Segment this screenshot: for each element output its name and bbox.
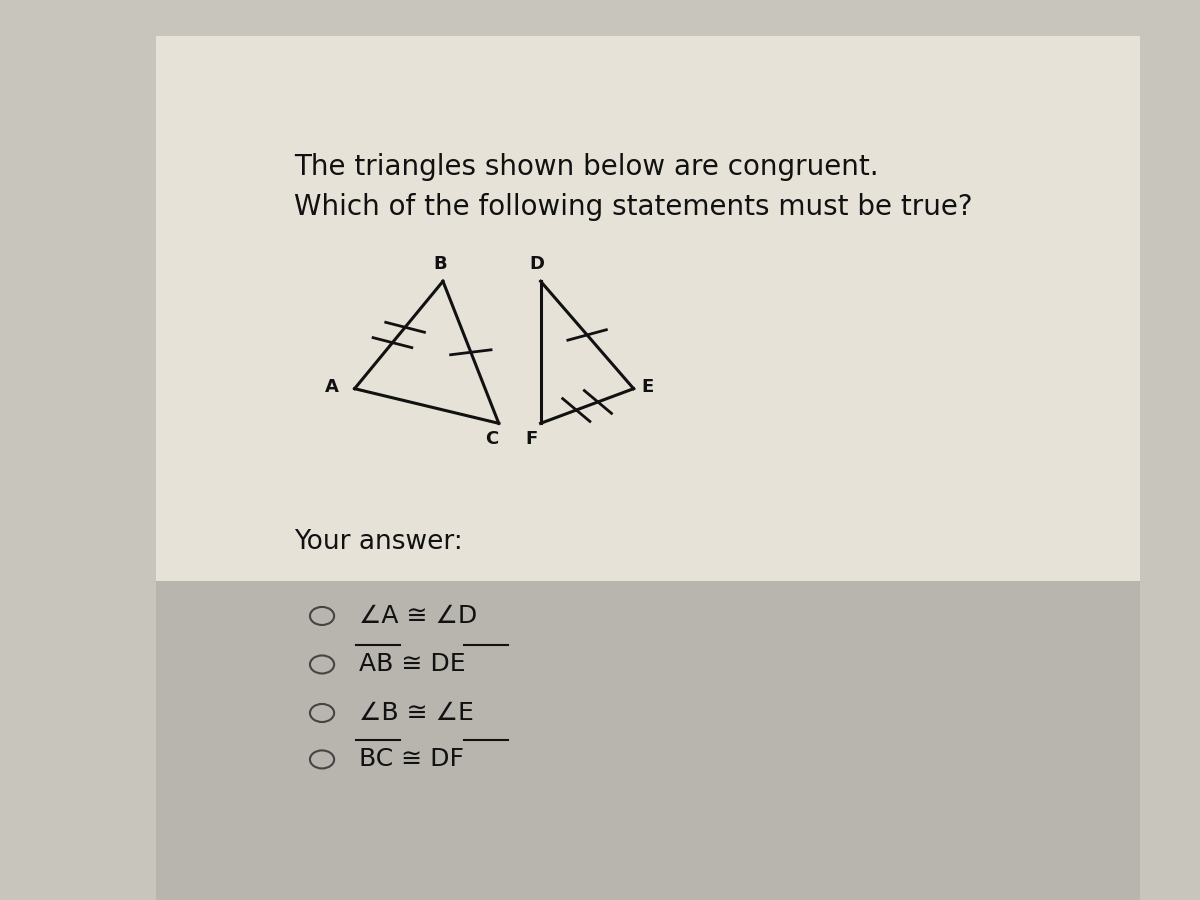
Text: ∠A ≅ ∠D: ∠A ≅ ∠D: [359, 604, 478, 628]
Text: C: C: [486, 430, 499, 448]
Text: Your answer:: Your answer:: [294, 529, 463, 555]
Text: BC ≅ DF: BC ≅ DF: [359, 747, 464, 771]
Text: E: E: [642, 378, 654, 396]
Text: D: D: [529, 255, 545, 273]
Text: F: F: [526, 430, 538, 448]
Text: Which of the following statements must be true?: Which of the following statements must b…: [294, 193, 973, 220]
Text: A: A: [324, 378, 338, 396]
Text: The triangles shown below are congruent.: The triangles shown below are congruent.: [294, 153, 878, 181]
Text: ∠B ≅ ∠E: ∠B ≅ ∠E: [359, 701, 474, 725]
Text: B: B: [433, 255, 446, 273]
Text: AB ≅ DE: AB ≅ DE: [359, 652, 466, 677]
